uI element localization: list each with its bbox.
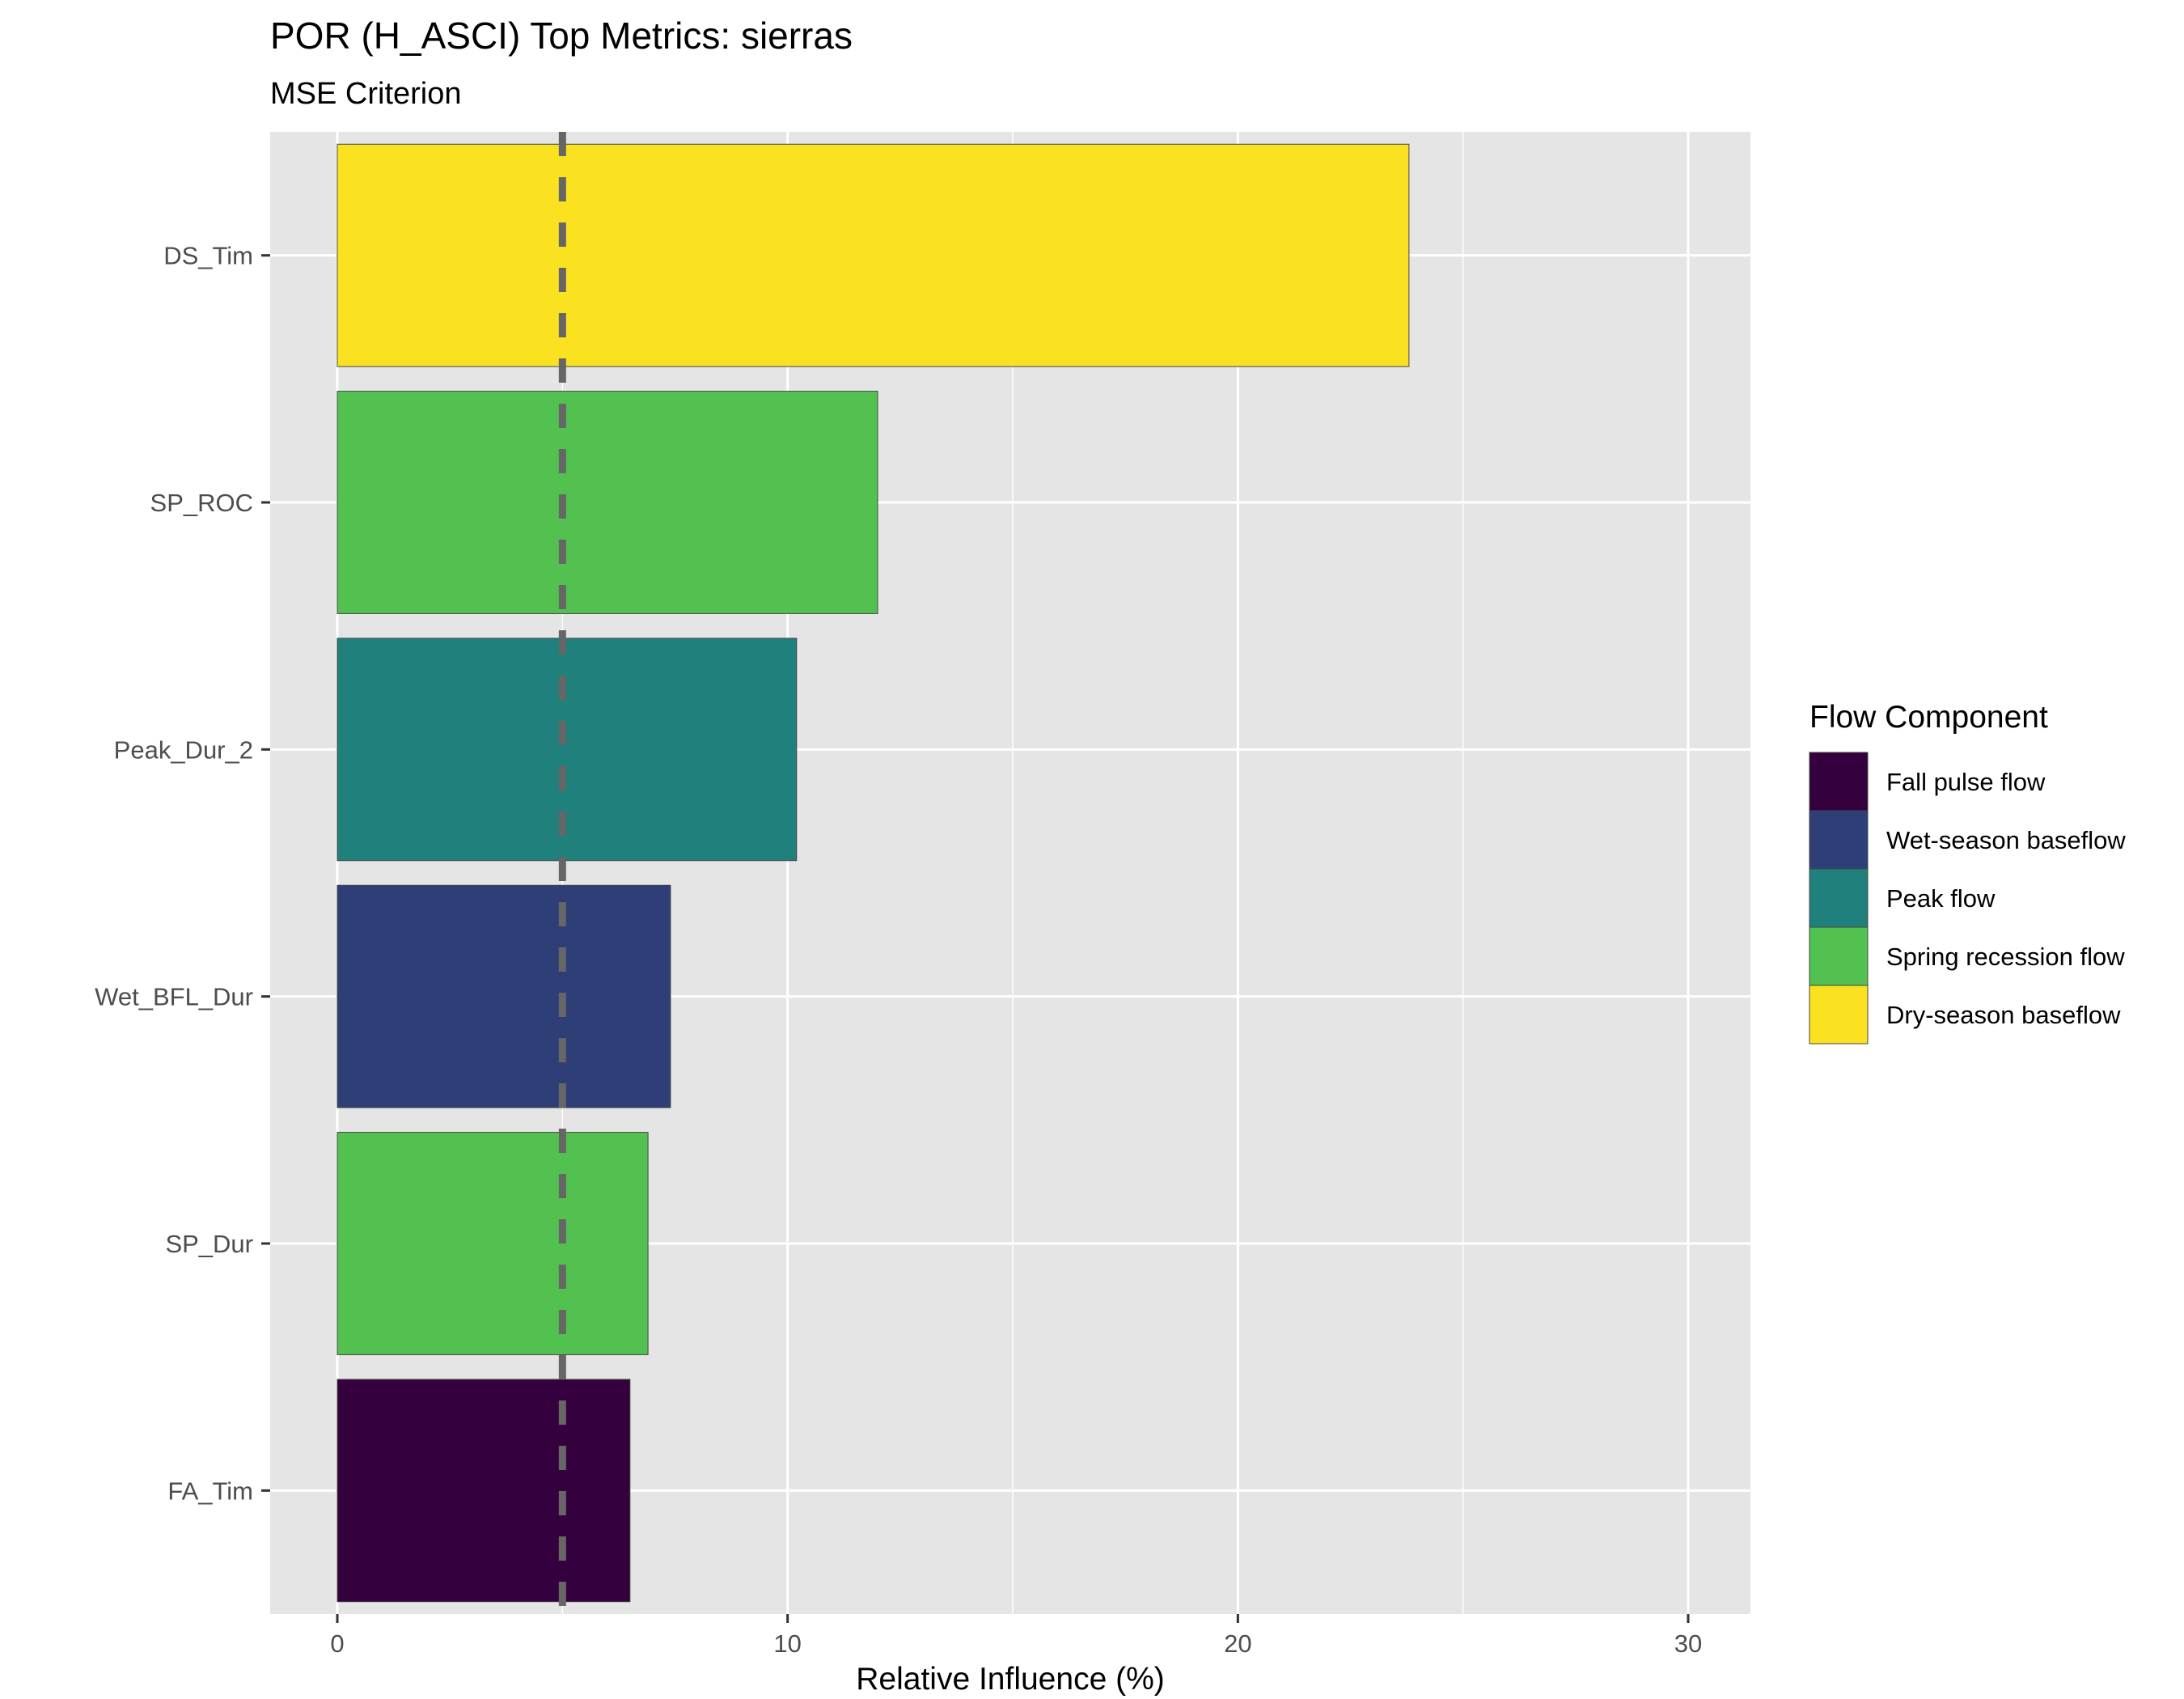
legend-label: Fall pulse flow <box>1886 768 2046 796</box>
legend-label: Wet-season baseflow <box>1886 826 2126 854</box>
bar-peak-dur-2 <box>336 638 798 862</box>
y-tick-label: DS_Tim <box>163 242 253 270</box>
bar-fa-tim <box>336 1379 631 1603</box>
y-tick-label: Peak_Dur_2 <box>114 735 253 764</box>
legend-label: Spring recession flow <box>1886 943 2125 971</box>
y-axis: DS_Tim SP_ROC Peak_Dur_2 Wet_BFL_Dur SP_Dur F… <box>95 242 270 1505</box>
y-tick-label: FA_Tim <box>167 1477 253 1505</box>
x-tick-label: 20 <box>1224 1629 1251 1658</box>
bars <box>336 143 1410 1603</box>
bar-sp-dur <box>336 1132 649 1355</box>
plot-panel <box>270 132 1750 1614</box>
legend-swatch <box>1809 752 1869 811</box>
legend-label: Peak flow <box>1886 884 1996 913</box>
y-tick-label: Wet_BFL_Dur <box>95 983 253 1011</box>
x-tick-label: 10 <box>773 1629 801 1658</box>
legend-swatch <box>1809 985 1869 1044</box>
x-axis: 0 10 20 30 <box>330 1614 1702 1658</box>
x-tick-label: 0 <box>330 1629 344 1658</box>
legend: Flow Component Fall pulse flow Wet-season… <box>1809 700 2126 1044</box>
bar-wet-bfl-dur <box>336 884 671 1108</box>
x-tick-label: 30 <box>1674 1629 1702 1658</box>
y-tick-label: SP_Dur <box>165 1230 253 1258</box>
bar-ds-tim <box>336 143 1410 367</box>
legend-swatch <box>1809 926 1869 986</box>
chart-subtitle: MSE Criterion <box>270 77 462 111</box>
x-axis-title: Relative Influence (%) <box>856 1662 1165 1697</box>
bar-sp-roc <box>336 391 878 614</box>
legend-title: Flow Component <box>1809 700 2048 735</box>
chart-title: POR (H_ASCI) Top Metrics: sierras <box>270 15 853 57</box>
legend-swatch <box>1809 868 1869 928</box>
legend-swatch <box>1809 810 1869 870</box>
y-tick-label: SP_ROC <box>150 489 253 517</box>
legend-label: Dry-season baseflow <box>1886 1001 2121 1029</box>
